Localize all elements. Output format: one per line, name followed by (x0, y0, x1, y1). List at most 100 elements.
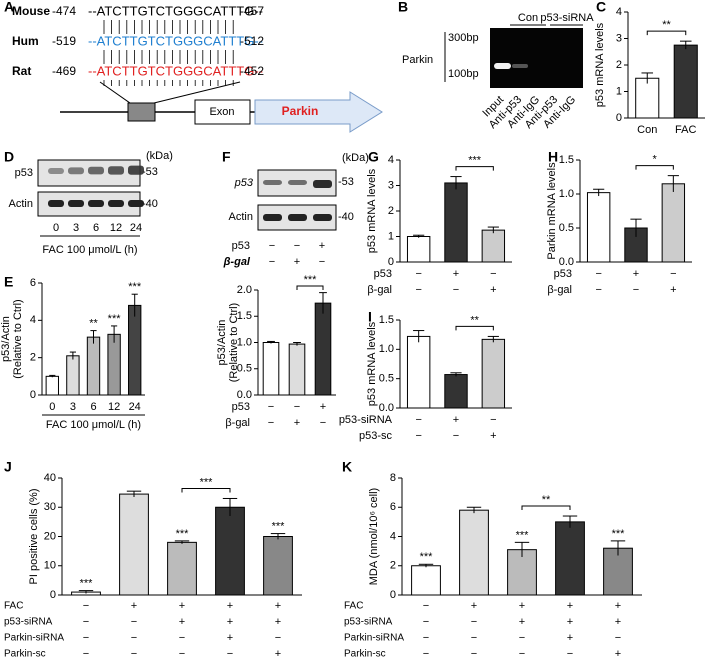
protein-label: p53 (234, 177, 254, 189)
row-mark: − (490, 268, 496, 280)
panel-letter: E (4, 274, 13, 290)
unit-label: (kDa) (146, 150, 173, 162)
lane-label: 12 (110, 222, 122, 234)
row-mark: + (453, 268, 459, 280)
row-mark: − (269, 256, 275, 268)
y-tick-label: 1.5 (379, 314, 394, 326)
row-mark: + (453, 414, 459, 426)
y-axis-label: p53 mRNA levels (366, 168, 378, 253)
row-mark: − (320, 417, 326, 429)
significance-bracket (181, 487, 231, 493)
significance-bracket (455, 166, 494, 171)
bar (314, 302, 332, 396)
significance-label: *** (272, 520, 286, 532)
panel-letter: G (368, 149, 379, 165)
bar (406, 236, 431, 263)
y-tick-label: 6 (30, 277, 36, 289)
marker-label: 100bp (448, 68, 479, 80)
gel-band (494, 63, 511, 69)
sequence: --ATCTTGTCTGGGCATTTG-- (88, 3, 263, 18)
group-label: Con (518, 12, 538, 24)
y-tick-label: 0 (50, 589, 56, 601)
row-mark: − (471, 616, 477, 628)
y-tick-label: 2 (30, 352, 36, 364)
promoter-box (127, 102, 156, 122)
row-mark: − (415, 268, 421, 280)
y-tick-label: 3 (616, 32, 622, 44)
blot-band (68, 167, 84, 175)
y-tick-label: 20 (44, 530, 56, 542)
protein-label: Actin (229, 211, 253, 223)
y-tick-label: 40 (44, 472, 56, 484)
blot-band (108, 200, 124, 207)
row-mark: − (423, 632, 429, 644)
row-mark: − (471, 632, 477, 644)
position-label: -474 (52, 4, 76, 18)
y-tick-label: 0 (30, 389, 36, 401)
row-mark: + (275, 600, 281, 612)
position-label: -519 (52, 34, 76, 48)
bar (215, 506, 245, 596)
y-tick-label: 4 (616, 6, 622, 18)
species-label: Mouse (12, 4, 50, 18)
blot-band (288, 180, 307, 185)
row-mark: + (490, 284, 496, 296)
row-mark: − (471, 648, 477, 660)
bar (86, 336, 101, 396)
x-tick-label: 12 (108, 401, 120, 413)
row-mark: + (615, 600, 621, 612)
y-tick-label: 1 (616, 85, 622, 97)
y-tick-label: 6 (390, 501, 396, 513)
row-mark: − (294, 401, 300, 413)
row-mark: − (423, 648, 429, 660)
y-tick-label: 10 (44, 560, 56, 572)
row-mark: + (567, 632, 573, 644)
y-axis-label: p53/Actin (0, 316, 12, 362)
row-mark: − (670, 268, 676, 280)
row-mark: − (415, 284, 421, 296)
sequence-diagram: Exon Parkin (60, 81, 383, 133)
bar (586, 192, 611, 263)
gel-image (490, 28, 583, 88)
panel-letter: C (596, 0, 606, 15)
significance-bracket (296, 285, 324, 290)
x-tick-label: 24 (129, 401, 141, 413)
unit-label: (kDa) (342, 152, 369, 164)
bar (411, 565, 441, 596)
blot-band (48, 200, 64, 207)
significance-label: *** (468, 154, 482, 166)
bar (481, 229, 506, 263)
row-mark: + (670, 284, 676, 296)
blot-band (48, 168, 64, 174)
y-axis-label: MDA (nmol/10⁶ cell) (368, 488, 380, 585)
x-tick-label: 6 (90, 401, 96, 413)
row-mark: − (615, 632, 621, 644)
significance-label: *** (612, 528, 626, 540)
position-label: -457 (240, 4, 264, 18)
row-label: β-gal (225, 417, 250, 429)
sequence: --ATCTTGTCTGGGCATTTG-- (88, 63, 263, 78)
significance-label: *** (200, 476, 214, 488)
panel-letter: A (4, 0, 14, 15)
size-label: -40 (338, 211, 354, 223)
row-label: p53 (232, 240, 250, 252)
row-mark: − (83, 616, 89, 628)
y-tick-label: 0.5 (379, 373, 394, 385)
row-mark: + (131, 600, 137, 612)
bar (288, 343, 306, 396)
treatment-label: FAC 100 μmol/L (h) (42, 244, 137, 256)
row-mark: + (275, 616, 281, 628)
bar (107, 333, 121, 396)
blot-band (313, 180, 332, 188)
bar (167, 541, 197, 596)
y-axis-label: (Relative to Ctrl) (12, 299, 24, 378)
y-tick-label: 1 (388, 230, 394, 242)
blot-band (88, 166, 104, 175)
bar (406, 335, 431, 409)
y-axis-label: (Relative to Ctrl) (228, 303, 240, 382)
exon-box (194, 99, 251, 125)
row-mark: + (615, 616, 621, 628)
row-mark: − (415, 414, 421, 426)
row-label: p53-siRNA (344, 617, 393, 628)
